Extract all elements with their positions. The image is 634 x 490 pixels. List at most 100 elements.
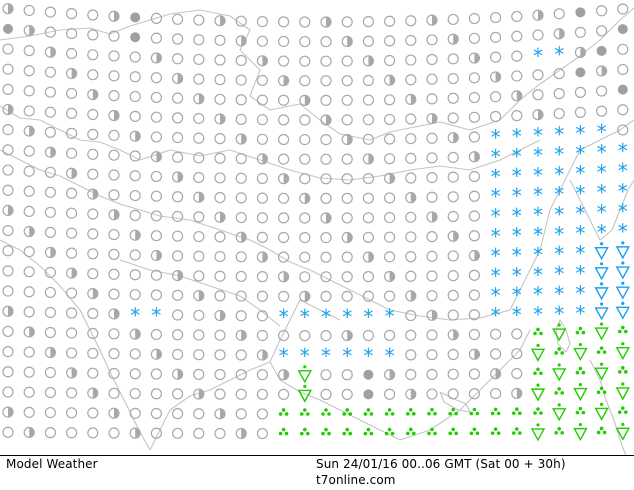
snow-icon: * [554,162,564,186]
clear-sky-icon [87,367,99,379]
drizzle-icon [3,23,13,34]
clear-sky-icon [511,348,523,360]
clear-sky-icon [320,35,332,48]
clear-sky-icon [129,209,141,221]
clear-sky-icon [108,50,120,62]
cloudy-icon [447,230,459,242]
clear-sky-icon [44,326,57,339]
clear-sky-icon [362,290,374,302]
clear-sky-icon [320,329,332,342]
clear-sky-icon [256,15,268,28]
clear-sky-icon [595,25,608,37]
clear-sky-icon [278,329,290,342]
footer-left-label: Model Weather [6,457,98,471]
snow-icon: * [533,203,543,227]
coastline-china-east [509,119,634,311]
rain-icon [596,346,607,354]
coastline-india [0,239,151,451]
clear-sky-icon [299,75,311,87]
snow-icon: * [279,305,289,329]
clear-sky-icon [595,105,608,117]
clear-sky-icon [23,245,35,258]
cloudy-icon [150,249,162,262]
clear-sky-icon [574,26,587,38]
footer-site: t7online.com [316,473,396,487]
clear-sky-icon [214,349,226,361]
clear-sky-icon [108,70,120,82]
cloudy-icon [65,67,78,80]
cloudy-icon [384,74,396,86]
cloudy-icon [2,406,14,418]
clear-sky-icon [193,309,205,321]
snow-icon: * [597,221,607,245]
clear-sky-icon [405,172,417,184]
clear-sky-icon [405,113,417,125]
clear-sky-icon [405,270,417,282]
cloudy-icon [23,24,35,37]
clear-sky-icon [129,368,141,380]
clear-sky-icon [468,190,480,202]
clear-sky-icon [426,329,438,341]
snow-icon: * [491,264,501,288]
rain-icon [575,366,586,375]
clear-sky-icon [490,348,502,360]
clear-sky-icon [150,170,162,183]
clear-sky-icon [44,206,57,218]
snow-icon: * [279,344,289,368]
clear-sky-icon [278,94,290,106]
cloudy-icon [44,146,57,158]
snow-icon: * [554,123,564,147]
cloudy-icon [2,103,14,116]
clear-sky-icon [341,369,353,381]
cloudy-icon [405,388,417,400]
clear-sky-icon [256,427,268,440]
clear-sky-icon [235,74,247,86]
drizzle-icon [617,24,628,35]
clear-sky-icon [468,91,480,104]
clear-sky-icon [172,329,184,341]
clear-sky-icon [65,387,78,399]
cloudy-icon [2,3,14,15]
clear-sky-icon [87,228,99,240]
clear-sky-icon [193,132,205,144]
cloudy-icon [490,368,502,380]
clear-sky-icon [341,173,353,185]
cloudy-icon [447,33,459,45]
cloudy-icon [172,368,184,380]
clear-sky-icon [574,86,587,98]
clear-sky-icon [256,290,268,302]
clear-sky-icon [490,51,502,63]
weather-symbols-layer: * ** * * * * ** * * * * * ** * * * * * ** * * * * * ** * * * * * ** * * *… [2,3,630,442]
clear-sky-icon [362,16,374,28]
clear-sky-icon [256,35,268,47]
clear-sky-icon [235,172,247,184]
snow-icon: * [554,202,564,226]
clear-sky-icon [426,388,438,400]
snow-icon: * [575,262,585,286]
cloudy-icon [129,427,141,439]
drizzle-icon [363,389,374,400]
clear-sky-icon [320,173,332,185]
clear-sky-icon [384,15,396,27]
shower-icon [615,261,630,280]
clear-sky-icon [235,94,247,106]
clear-sky-icon [172,408,184,420]
rain-icon [554,347,564,355]
clear-sky-icon [150,91,162,104]
cloudy-icon [256,251,268,263]
clear-sky-icon [256,192,268,204]
clear-sky-icon [214,93,226,105]
clear-sky-icon [235,113,247,125]
cloudy-icon [87,387,99,399]
cloudy-icon [150,52,162,64]
rain-icon [575,406,586,415]
cloudy-icon [320,114,332,126]
shower-icon [530,343,546,362]
cloudy-icon [23,125,35,137]
clear-sky-icon [172,250,184,262]
cloudy-icon [193,93,205,105]
cloudy-icon [468,151,480,163]
clear-sky-icon [23,306,35,318]
coastline-north-border [0,105,541,181]
clear-sky-icon [341,114,353,126]
